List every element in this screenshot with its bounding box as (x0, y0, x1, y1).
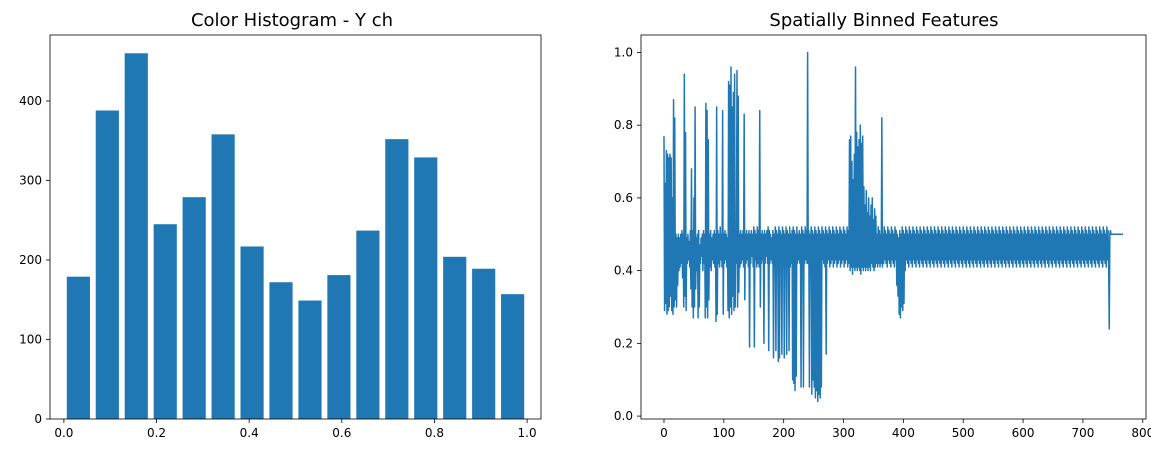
x-tick-label: 600 (1012, 426, 1035, 440)
y-tick-label: 200 (19, 253, 42, 267)
histogram-bars (66, 53, 525, 419)
histogram-axes-frame (49, 34, 542, 420)
x-tick-label: 300 (832, 426, 855, 440)
binned-features-x-axis: 0 100 200 300 400 500 600 700 800 (660, 419, 1151, 440)
x-tick-label: 100 (712, 426, 735, 440)
x-tick-label: 0.8 (425, 426, 444, 440)
x-tick-label: 0 (660, 426, 668, 440)
histogram-bar (240, 246, 264, 419)
histogram-title: Color Histogram - Y ch (191, 10, 393, 31)
histogram-y-axis: 0 100 200 300 400 (19, 94, 50, 426)
x-tick-label: 700 (1071, 426, 1094, 440)
histogram-bar (182, 197, 206, 419)
histogram-bar (298, 300, 322, 419)
histogram-bar (124, 53, 148, 419)
x-tick-label: 400 (892, 426, 915, 440)
y-tick-label: 100 (19, 332, 42, 346)
y-tick-label: 1.0 (614, 45, 633, 59)
histogram-bar (327, 275, 351, 419)
x-tick-label: 800 (1131, 426, 1151, 440)
histogram-x-axis: 0.0 0.2 0.4 0.6 0.8 1.0 (54, 419, 537, 440)
histogram-bar (95, 110, 119, 419)
y-tick-label: 0.8 (614, 118, 633, 132)
histogram-bar (356, 230, 380, 419)
histogram-bar (269, 282, 293, 419)
binned-features-plot-area (663, 51, 1124, 403)
y-tick-label: 0.4 (614, 264, 633, 278)
binned-features-panel: Spatially Binned Features 0 100 200 300 400 5… (614, 10, 1151, 440)
x-tick-label: 200 (772, 426, 795, 440)
x-tick-label: 0.4 (240, 426, 259, 440)
x-tick-label: 0.2 (147, 426, 166, 440)
binned-features-y-axis: 0.0 0.2 0.4 0.6 0.8 1.0 (614, 45, 641, 423)
y-tick-label: 0.2 (614, 336, 633, 350)
histogram-bar (414, 157, 438, 419)
x-tick-label: 500 (952, 426, 975, 440)
y-tick-label: 0.0 (614, 409, 633, 423)
histogram-panel: Color Histogram - Y ch 0.0 0.2 0.4 0.6 0.8 1.… (19, 10, 542, 440)
y-tick-label: 0.6 (614, 191, 633, 205)
y-tick-label: 0 (34, 412, 42, 426)
y-tick-label: 400 (19, 94, 42, 108)
binned-features-axes-frame (640, 34, 1147, 420)
binned-features-title: Spatially Binned Features (769, 10, 998, 31)
histogram-bar (66, 276, 90, 419)
x-tick-label: 1.0 (518, 426, 537, 440)
x-tick-label: 0.0 (54, 426, 73, 440)
histogram-bar (153, 224, 177, 419)
y-tick-label: 300 (19, 173, 42, 187)
binned-features-series-line (663, 51, 1124, 403)
histogram-bar (501, 294, 525, 419)
histogram-bar (443, 256, 467, 419)
histogram-bar (211, 134, 235, 419)
histogram-bar (472, 268, 496, 419)
histogram-bar (385, 139, 409, 419)
x-tick-label: 0.6 (332, 426, 351, 440)
